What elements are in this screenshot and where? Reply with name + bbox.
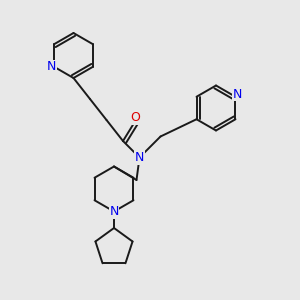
Text: N: N <box>109 205 119 218</box>
Text: N: N <box>47 60 56 73</box>
Text: N: N <box>232 88 242 101</box>
Text: O: O <box>131 111 140 124</box>
Text: N: N <box>135 151 144 164</box>
